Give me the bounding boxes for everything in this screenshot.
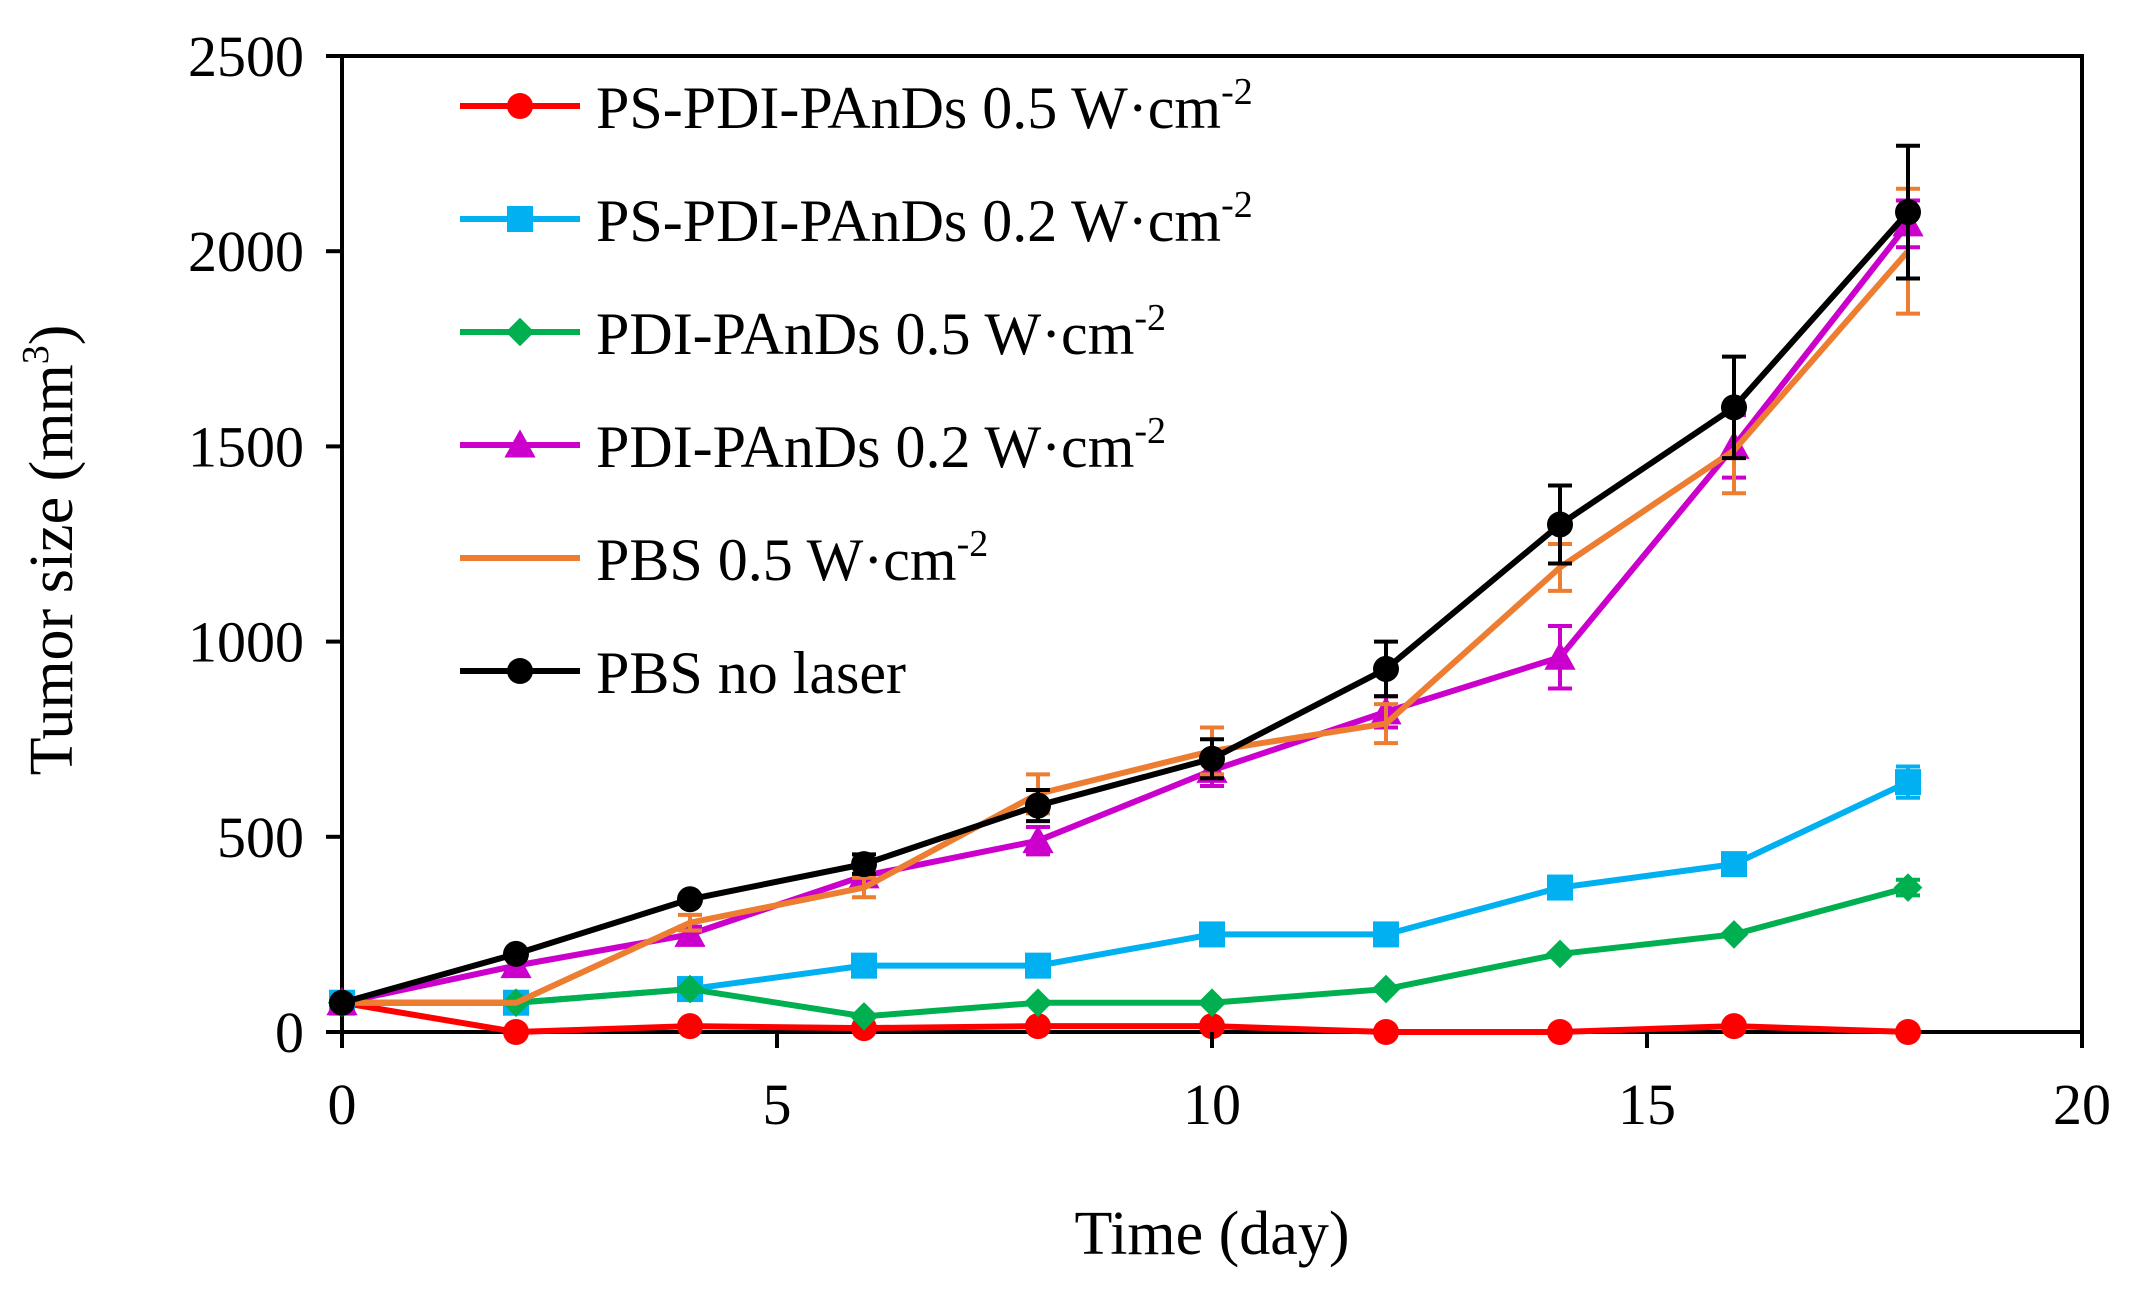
data-point <box>1895 769 1921 796</box>
data-point <box>1721 1013 1747 1040</box>
legend-item-5: PBS no laser <box>460 640 906 706</box>
series-line <box>342 884 1909 1020</box>
data-point <box>677 1013 703 1040</box>
legend-item-4: PBS 0.5 W·cm-2 <box>460 523 988 593</box>
series-line <box>342 249 1911 1006</box>
x-tick-label: 0 <box>328 1072 357 1137</box>
series-line <box>341 999 1909 1035</box>
y-tick-label: 0 <box>275 1000 304 1065</box>
data-point <box>1545 939 1575 969</box>
series-0 <box>329 989 1921 1045</box>
data-point <box>849 1002 879 1031</box>
y-tick-label: 2000 <box>188 219 304 284</box>
legend-label-text: PDI-PAnDs 0.5 W·cm <box>596 301 1134 367</box>
legend-label: PS-PDI-PAnDs 0.5 W·cm-2 <box>596 71 1253 141</box>
data-point <box>1547 1019 1573 1045</box>
legend-label-text: PS-PDI-PAnDs 0.5 W·cm <box>596 75 1221 141</box>
series-line <box>341 210 1911 1006</box>
y-tick-label: 2500 <box>188 24 304 89</box>
data-point <box>1721 851 1747 878</box>
x-axis-title: Time (day) <box>1075 1200 1350 1268</box>
legend-label-text: PBS no laser <box>596 640 906 706</box>
legend-label-sup: -2 <box>957 523 989 565</box>
data-point <box>1199 745 1225 772</box>
legend-item-1: PS-PDI-PAnDs 0.2 W·cm-2 <box>460 184 1253 254</box>
data-point <box>503 940 529 967</box>
series-line <box>342 779 1910 1006</box>
data-point <box>1199 921 1225 948</box>
legend-label: PDI-PAnDs 0.5 W·cm-2 <box>596 297 1166 367</box>
x-tick-label: 20 <box>2053 1072 2111 1137</box>
legend-item-3: PDI-PAnDs 0.2 W·cm-2 <box>460 410 1166 480</box>
data-point <box>1547 511 1573 538</box>
ticks-layer: 0 5 10 15 20 0 500 1000 1500 2000 2500 <box>188 24 2111 1137</box>
data-point <box>1023 988 1053 1018</box>
data-point <box>674 918 706 947</box>
legend: PS-PDI-PAnDs 0.5 W·cm-2PS-PDI-PAnDs 0.2 … <box>460 71 1253 706</box>
legend-swatch-marker <box>507 206 533 232</box>
legend-label-sup: -2 <box>1221 71 1253 113</box>
data-point <box>1025 792 1051 819</box>
data-point <box>1199 1013 1225 1040</box>
legend-swatch-marker <box>507 93 533 119</box>
y-axis-title: Tumor size (mm3) <box>15 325 86 776</box>
x-tick-label: 10 <box>1183 1072 1241 1137</box>
legend-label-text: PS-PDI-PAnDs 0.2 W·cm <box>596 188 1221 254</box>
y-tick-label: 1000 <box>188 610 304 675</box>
data-point <box>1022 825 1054 854</box>
legend-swatch-marker <box>504 429 536 458</box>
data-point <box>851 952 877 979</box>
y-axis-title-main: Tumor size (mm <box>18 364 86 775</box>
data-point <box>1895 199 1921 226</box>
series-layer <box>326 143 1924 1045</box>
series-line <box>341 222 1911 1006</box>
legend-item-2: PDI-PAnDs 0.5 W·cm-2 <box>460 297 1166 367</box>
data-point <box>1721 394 1747 421</box>
legend-label: PDI-PAnDs 0.2 W·cm-2 <box>596 410 1166 480</box>
y-axis-title-end: ) <box>18 325 86 346</box>
data-point <box>1373 655 1399 682</box>
data-point <box>677 886 703 913</box>
data-point <box>1895 1019 1921 1045</box>
series-5 <box>329 143 1921 1016</box>
legend-swatch-marker <box>507 658 533 684</box>
data-point <box>1544 641 1576 670</box>
legend-label-sup: -2 <box>1134 410 1166 452</box>
legend-label-text: PDI-PAnDs 0.2 W·cm <box>596 414 1134 480</box>
x-tick-label: 5 <box>763 1072 792 1137</box>
data-point <box>851 851 877 878</box>
data-point <box>1197 988 1227 1018</box>
data-point <box>1893 873 1923 902</box>
legend-label: PS-PDI-PAnDs 0.2 W·cm-2 <box>596 184 1253 254</box>
legend-label-sup: -2 <box>1221 184 1253 226</box>
data-point <box>1719 920 1749 949</box>
data-point <box>503 1019 529 1045</box>
data-point <box>1373 1019 1399 1045</box>
data-point <box>1373 921 1399 948</box>
legend-item-0: PS-PDI-PAnDs 0.5 W·cm-2 <box>460 71 1253 141</box>
y-axis-title-sup: 3 <box>15 345 57 364</box>
data-point <box>1547 874 1573 901</box>
data-point <box>1025 952 1051 979</box>
y-tick-label: 1500 <box>188 414 304 479</box>
legend-swatch-marker <box>505 317 535 347</box>
legend-label: PBS 0.5 W·cm-2 <box>596 523 988 593</box>
data-point <box>675 974 705 1004</box>
data-point <box>329 989 355 1016</box>
y-tick-label: 500 <box>217 805 304 870</box>
legend-label-text: PBS 0.5 W·cm <box>596 527 957 593</box>
legend-label: PBS no laser <box>596 640 906 706</box>
data-point <box>1371 974 1401 1004</box>
legend-label-sup: -2 <box>1134 297 1166 339</box>
data-point <box>1025 1013 1051 1040</box>
x-tick-label: 15 <box>1618 1072 1676 1137</box>
